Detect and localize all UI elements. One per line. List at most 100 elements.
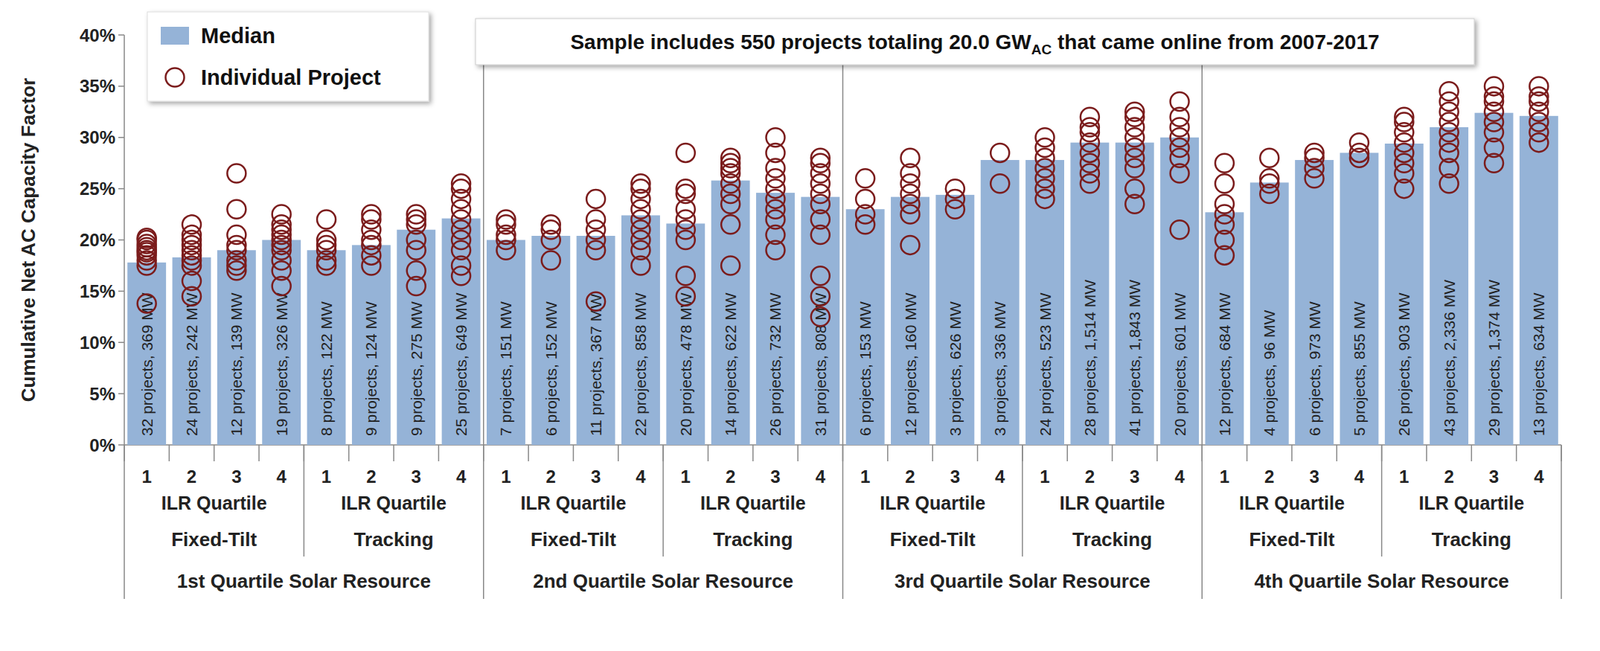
- project-point: [631, 220, 650, 239]
- bar-annotation: 11 projects, 367 MW: [587, 293, 605, 437]
- bar-annotation: 24 projects, 523 MW: [1036, 292, 1054, 437]
- group-separator: [842, 38, 844, 600]
- project-point: [1440, 122, 1459, 142]
- project-point: [361, 209, 381, 229]
- project-point: [407, 241, 426, 260]
- project-point: [317, 230, 336, 250]
- project-point: [811, 174, 830, 193]
- category-separator: [1336, 445, 1339, 462]
- project-point: [1305, 148, 1324, 168]
- project-point: [676, 287, 696, 306]
- bar-annotation: 3 projects, 626 MW: [946, 301, 964, 437]
- project-point: [1529, 122, 1548, 142]
- mount-label: Tracking: [712, 528, 793, 551]
- y-tick: [118, 188, 125, 190]
- bar: [172, 257, 212, 446]
- x-tick-label: 4: [635, 466, 646, 487]
- mount-label: Fixed-Tilt: [890, 528, 976, 551]
- x-tick-label: 1: [321, 466, 332, 487]
- category-separator: [1111, 445, 1114, 462]
- x-tick-label: 3: [950, 466, 960, 487]
- ilr-label: ILR Quartile: [161, 492, 268, 514]
- category-separator: [1471, 445, 1473, 462]
- legend-label: Median: [200, 23, 276, 48]
- bar: [1340, 152, 1379, 446]
- project-point: [631, 241, 650, 260]
- project-point: [451, 230, 471, 250]
- project-point: [990, 174, 1010, 193]
- x-tick-label: 3: [1489, 466, 1499, 487]
- category-separator: [213, 445, 216, 462]
- project-point: [586, 189, 606, 209]
- project-point: [676, 209, 696, 229]
- project-point: [361, 256, 381, 275]
- project-point: [451, 209, 471, 229]
- category-separator: [797, 445, 799, 462]
- project-point: [721, 154, 740, 173]
- bar: [531, 235, 571, 446]
- project-point: [945, 189, 965, 209]
- bar: [1519, 116, 1559, 446]
- x-tick-label: 1: [1039, 466, 1050, 487]
- project-point: [182, 215, 201, 234]
- project-point: [1215, 154, 1234, 173]
- x-tick-label: 2: [725, 466, 736, 487]
- bar-annotation: 43 projects, 2,336 MW: [1440, 279, 1458, 437]
- bar: [486, 240, 526, 446]
- y-tick: [118, 444, 125, 446]
- project-point: [1080, 154, 1100, 173]
- project-point: [407, 209, 426, 229]
- chart: 0%5%10%15%20%25%30%35%40%Cumulative Net …: [0, 0, 1600, 651]
- y-tick-label: 25%: [79, 178, 116, 199]
- bar-annotation: 14 projects, 622 MW: [721, 292, 739, 437]
- bar-annotation: 8 projects, 122 MW: [317, 301, 335, 437]
- group-separator: [482, 38, 485, 600]
- bar: [1204, 212, 1244, 446]
- ilr-label: ILR Quartile: [340, 492, 447, 514]
- ilr-label: ILR Quartile: [879, 492, 986, 514]
- project-point: [1035, 159, 1055, 178]
- project-point: [361, 230, 381, 250]
- category-separator: [392, 445, 395, 462]
- y-tick: [118, 239, 125, 242]
- project-point: [721, 184, 740, 204]
- category-separator: [752, 445, 754, 462]
- subtitle-part: that came online from 2007-2017: [1051, 30, 1379, 54]
- subtitle: Sample includes 550 projects totaling 20…: [570, 30, 1379, 59]
- bar: [846, 209, 885, 446]
- project-point: [1484, 87, 1504, 106]
- project-point: [990, 143, 1010, 163]
- bar-annotation: 26 projects, 732 MW: [766, 292, 784, 437]
- y-tick: [118, 392, 125, 395]
- project-point: [451, 200, 471, 219]
- bar: [352, 244, 391, 446]
- group-separator: [123, 445, 126, 600]
- x-tick-label: 3: [411, 466, 422, 487]
- project-point: [137, 228, 157, 248]
- y-tick: [118, 85, 125, 88]
- subtitle-part: Sample includes 550 projects totaling 20…: [570, 30, 1032, 54]
- category-separator: [617, 445, 620, 462]
- resource-label: 3rd Quartile Solar Resource: [894, 570, 1151, 593]
- project-point: [1440, 92, 1459, 111]
- project-point: [1484, 122, 1504, 142]
- subgroup-separator: [1021, 445, 1024, 557]
- project-point: [631, 230, 650, 250]
- project-point: [811, 148, 830, 168]
- bar: [1294, 160, 1334, 446]
- x-tick-label: 1: [1399, 466, 1409, 487]
- bar: [261, 240, 301, 446]
- project-point: [1394, 133, 1414, 152]
- bar-annotation: 32 projects, 369 MW: [138, 292, 156, 437]
- category-separator: [1246, 445, 1248, 462]
- project-point: [1035, 128, 1055, 147]
- project-point: [137, 293, 157, 313]
- project-point: [226, 200, 246, 219]
- bar: [890, 197, 930, 446]
- project-point: [1035, 179, 1055, 198]
- x-tick-label: 3: [1129, 466, 1140, 487]
- project-point: [407, 215, 426, 234]
- category-separator: [1156, 445, 1158, 462]
- bar-annotation: 19 projects, 326 MW: [273, 292, 291, 437]
- project-point: [317, 235, 336, 255]
